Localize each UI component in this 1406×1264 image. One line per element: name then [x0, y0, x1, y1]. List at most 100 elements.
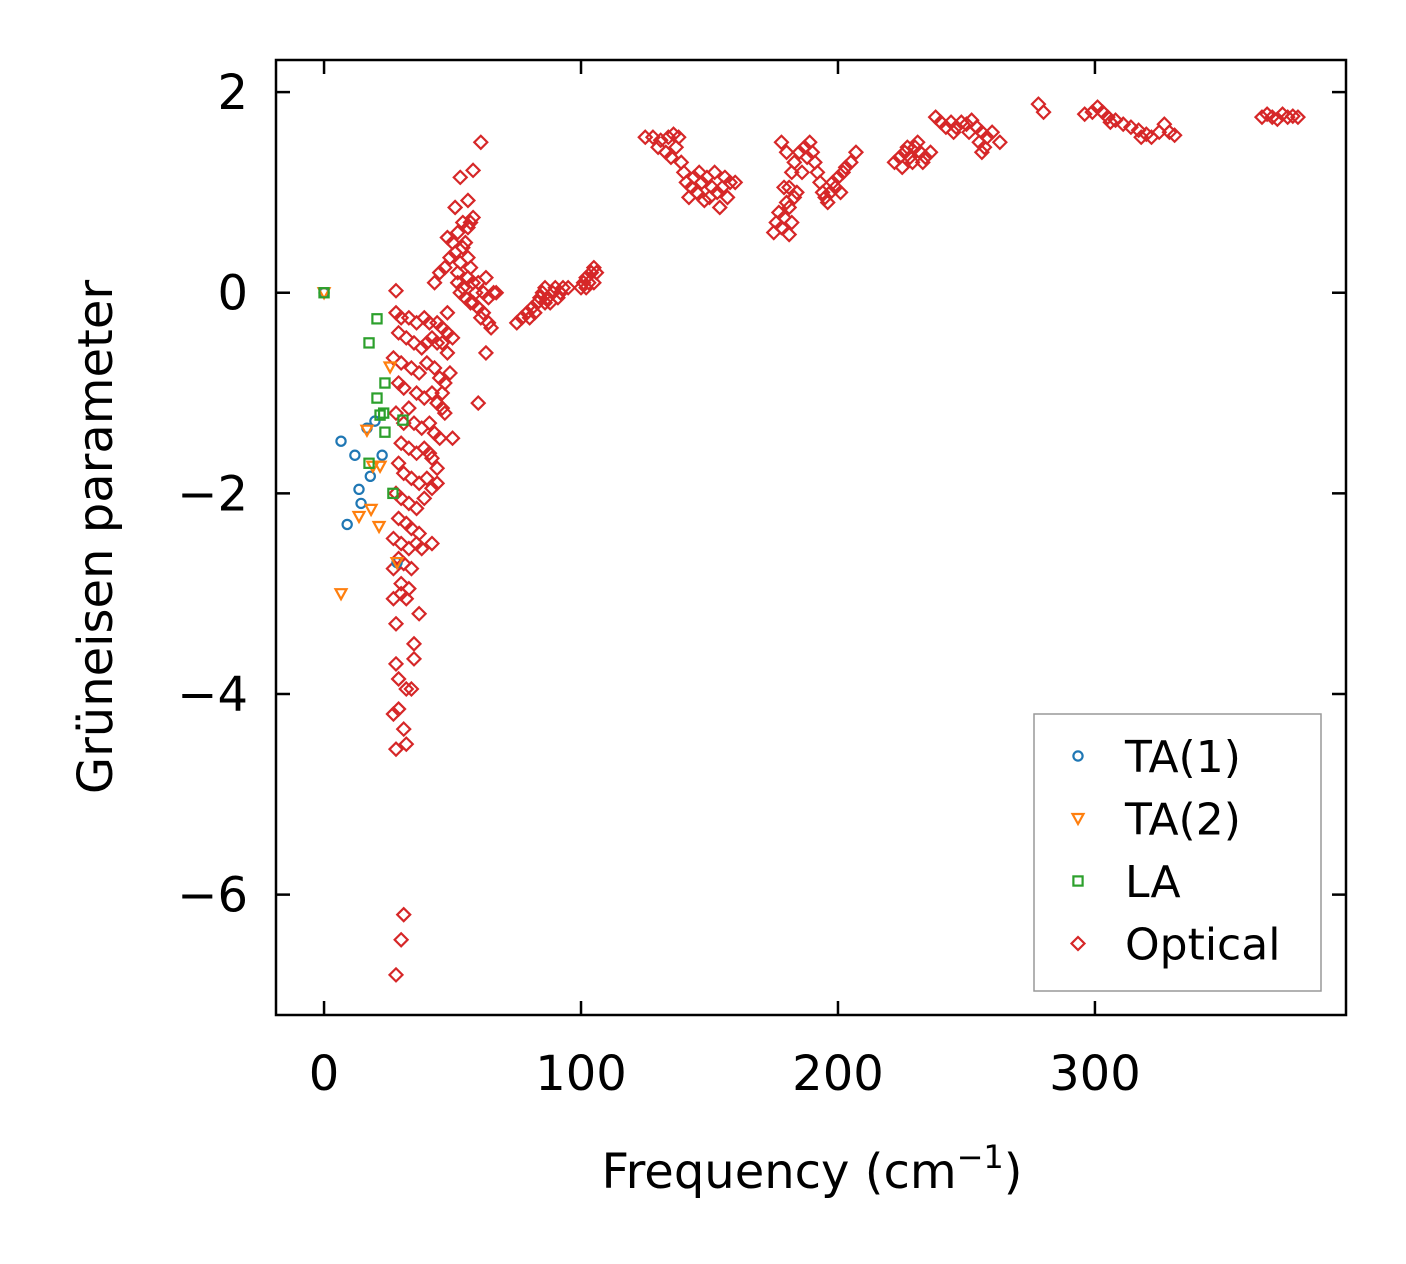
- data-point: [431, 264, 448, 281]
- data-point: [786, 154, 803, 171]
- series-la: [318, 287, 409, 500]
- data-point: [781, 226, 798, 243]
- data-point: [398, 590, 415, 607]
- data-point: [459, 192, 477, 209]
- data-point: [393, 575, 410, 592]
- data-point: [393, 354, 410, 372]
- data-point: [781, 179, 798, 196]
- data-point: [452, 169, 469, 186]
- data-point: [434, 384, 451, 402]
- y-tick-label: −6: [177, 868, 248, 924]
- data-point: [462, 294, 479, 311]
- data-point: [426, 359, 443, 377]
- data-point: [449, 264, 466, 281]
- data-point: [408, 445, 425, 462]
- data-point: [1166, 127, 1183, 144]
- data-point: [349, 449, 361, 461]
- data-point: [371, 520, 387, 535]
- legend: TA(1) TA(2) LA Optical: [1033, 713, 1322, 992]
- data-marks: [316, 96, 1307, 983]
- data-point: [431, 430, 448, 447]
- data-point: [773, 134, 790, 151]
- data-point: [400, 495, 417, 512]
- data-point: [1076, 106, 1093, 123]
- data-point: [385, 530, 402, 547]
- data-point: [363, 337, 375, 349]
- data-point: [379, 377, 391, 389]
- data-point: [395, 721, 412, 738]
- data-point: [819, 194, 836, 211]
- data-point: [429, 460, 446, 477]
- data-point: [441, 249, 459, 266]
- data-point: [793, 164, 811, 181]
- data-point: [1115, 116, 1132, 133]
- series-optical: [385, 96, 1307, 983]
- data-point: [387, 615, 405, 632]
- data-point: [686, 169, 703, 186]
- data-point: [395, 465, 412, 482]
- y-axis-label: Grüneisen parameter: [68, 280, 124, 795]
- legend-label: LA: [1125, 857, 1181, 908]
- x-axis-label-superscript: −1: [957, 1138, 1004, 1176]
- data-point: [411, 364, 428, 382]
- data-point: [363, 503, 379, 518]
- data-point: [472, 134, 489, 151]
- data-point: [447, 199, 464, 216]
- data-point: [403, 359, 420, 377]
- data-point: [783, 214, 800, 231]
- y-tick-label: 0: [217, 266, 248, 322]
- data-point: [408, 384, 425, 402]
- x-tick-label: 200: [792, 1046, 884, 1102]
- data-point: [1130, 122, 1147, 139]
- data-point: [403, 520, 420, 537]
- data-point: [984, 124, 1001, 141]
- data-point: [775, 179, 793, 196]
- data-point: [835, 164, 852, 181]
- legend-label: Optical: [1125, 920, 1280, 971]
- data-point: [387, 966, 405, 983]
- data-point: [470, 395, 487, 412]
- data-point: [398, 736, 415, 753]
- data-point: [376, 449, 388, 461]
- data-point: [390, 324, 407, 341]
- data-point: [781, 199, 798, 216]
- data-point: [483, 319, 500, 336]
- data-point: [1156, 116, 1173, 133]
- data-point: [395, 555, 412, 572]
- data-point: [775, 209, 793, 226]
- data-point: [333, 588, 349, 602]
- data-point: [711, 199, 728, 216]
- data-point: [549, 289, 566, 306]
- data-point: [387, 741, 405, 758]
- data-point: [395, 906, 412, 923]
- x-tick-label: 0: [309, 1046, 340, 1102]
- data-point: [408, 314, 425, 331]
- data-point: [899, 139, 916, 156]
- data-point: [341, 518, 353, 531]
- legend-label: TA(2): [1124, 795, 1241, 846]
- data-point: [385, 705, 402, 723]
- data-point: [1099, 109, 1116, 126]
- series-ta-1-: [318, 287, 403, 569]
- data-point: [393, 585, 410, 602]
- data-point: [457, 234, 474, 251]
- data-point: [1133, 129, 1150, 146]
- data-point: [1084, 104, 1101, 121]
- data-point: [727, 174, 744, 191]
- data-point: [359, 424, 375, 438]
- data-point: [426, 274, 443, 291]
- data-point: [842, 154, 859, 171]
- data-point: [817, 189, 834, 206]
- data-point: [526, 304, 543, 321]
- data-point: [1284, 108, 1301, 125]
- legend-marker-diamond-icon: [1069, 935, 1087, 952]
- data-point: [465, 209, 482, 226]
- data-point: [560, 279, 577, 296]
- data-point: [791, 144, 808, 161]
- data-point: [837, 159, 854, 176]
- data-point: [400, 540, 417, 557]
- data-point: [521, 309, 538, 326]
- data-point: [395, 379, 412, 397]
- data-point: [894, 159, 911, 176]
- data-point: [439, 344, 456, 361]
